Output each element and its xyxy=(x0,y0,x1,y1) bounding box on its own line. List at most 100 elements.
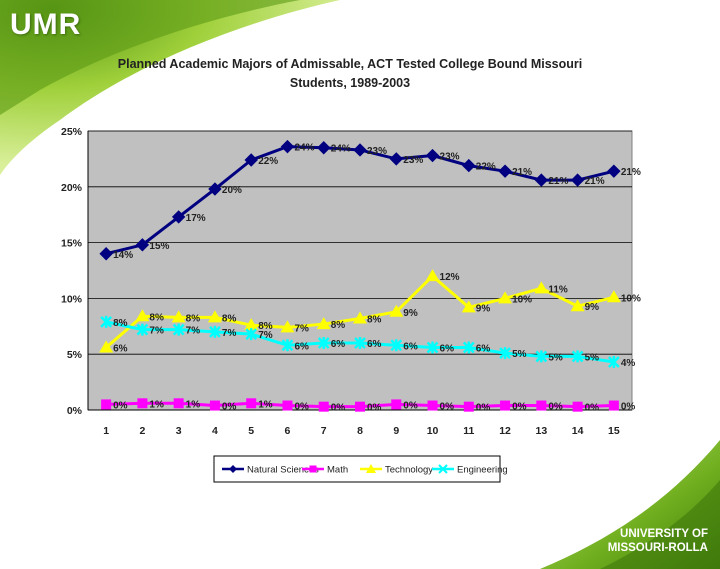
point xyxy=(608,400,619,411)
data-label: 9% xyxy=(403,308,418,319)
point xyxy=(245,328,258,341)
umr-logo: UMR xyxy=(10,8,82,41)
point xyxy=(607,356,620,369)
university-name: UNIVERSITY OF MISSOURI-ROLLA xyxy=(608,527,708,555)
point xyxy=(355,401,365,412)
point xyxy=(389,152,403,166)
point xyxy=(606,290,621,303)
data-label: 7% xyxy=(258,330,273,341)
point xyxy=(316,317,331,330)
data-label: 0% xyxy=(294,402,309,413)
point xyxy=(354,337,366,350)
data-label: 24% xyxy=(294,143,314,154)
data-label: 7% xyxy=(222,328,237,339)
x-tick-label: 12 xyxy=(499,425,511,437)
data-label: 7% xyxy=(149,326,164,337)
data-label: 6% xyxy=(367,339,382,350)
point xyxy=(499,347,511,360)
data-label: 8% xyxy=(258,321,273,332)
point xyxy=(353,143,367,157)
x-tick-label: 4 xyxy=(212,425,218,437)
data-label: 8% xyxy=(113,318,128,329)
data-label: 14% xyxy=(113,250,133,261)
y-tick-label: 20% xyxy=(61,182,83,194)
point xyxy=(463,401,474,412)
data-label: 0% xyxy=(367,403,382,414)
point xyxy=(534,281,549,294)
point xyxy=(135,238,150,252)
data-label: 5% xyxy=(512,349,527,360)
point xyxy=(171,210,186,224)
legend-entry: Engineering xyxy=(457,465,508,476)
data-label: 22% xyxy=(258,156,278,167)
data-label: 6% xyxy=(331,339,346,350)
point xyxy=(570,173,585,187)
point xyxy=(571,350,584,363)
point xyxy=(425,148,440,163)
point xyxy=(389,304,404,317)
data-label: 0% xyxy=(585,403,600,414)
y-tick-label: 0% xyxy=(67,405,83,417)
point xyxy=(462,341,475,354)
point xyxy=(426,341,439,354)
point xyxy=(534,173,549,187)
point xyxy=(498,291,513,304)
y-tick-label: 10% xyxy=(61,293,83,305)
x-tick-label: 1 xyxy=(103,425,109,437)
legend-marker xyxy=(366,464,376,473)
point xyxy=(353,311,367,324)
data-label: 5% xyxy=(548,352,563,363)
point xyxy=(171,310,186,323)
point xyxy=(99,340,114,353)
legend-entry: Math xyxy=(327,465,348,476)
point xyxy=(280,320,295,333)
data-label: 10% xyxy=(621,293,641,304)
point xyxy=(498,164,512,178)
point xyxy=(536,400,547,411)
point xyxy=(425,269,440,282)
point xyxy=(172,323,185,336)
data-label: 0% xyxy=(113,400,128,411)
x-tick-label: 15 xyxy=(608,425,620,437)
data-label: 12% xyxy=(440,272,460,283)
x-tick-label: 11 xyxy=(463,425,474,437)
data-label: 21% xyxy=(548,176,568,187)
data-label: 9% xyxy=(585,302,600,313)
point xyxy=(607,164,621,178)
point xyxy=(135,309,150,322)
point xyxy=(535,350,548,363)
chart-title-line-2: Students, 1989-2003 xyxy=(289,76,411,90)
data-label: 6% xyxy=(403,341,418,352)
data-label: 0% xyxy=(476,403,491,414)
data-label: 0% xyxy=(222,402,237,413)
data-label: 8% xyxy=(186,313,201,324)
data-label: 11% xyxy=(548,284,568,295)
point xyxy=(500,400,511,411)
legend-marker xyxy=(309,465,317,473)
data-label: 10% xyxy=(512,294,532,305)
point xyxy=(281,339,294,352)
data-label: 23% xyxy=(367,146,387,157)
plot-area xyxy=(87,130,633,411)
x-tick-label: 13 xyxy=(535,425,547,437)
legend-marker xyxy=(229,465,237,473)
point xyxy=(317,141,331,155)
data-label: 8% xyxy=(222,313,237,324)
data-label: 0% xyxy=(403,400,418,411)
data-label: 6% xyxy=(113,344,128,355)
point xyxy=(99,247,113,261)
legend-entry: Natural Sciences xyxy=(247,465,319,476)
data-label: 7% xyxy=(294,323,309,334)
chart-title-line-1: Planned Academic Majors of Admissable, A… xyxy=(117,57,583,71)
point xyxy=(246,398,257,409)
data-label: 23% xyxy=(403,155,423,166)
y-tick-label: 25% xyxy=(61,126,83,138)
point xyxy=(282,400,293,411)
point xyxy=(318,401,329,412)
data-label: 15% xyxy=(149,241,169,252)
data-label: 21% xyxy=(621,167,641,178)
data-label: 7% xyxy=(186,326,201,337)
data-label: 21% xyxy=(512,167,532,178)
data-label: 0% xyxy=(621,402,636,413)
